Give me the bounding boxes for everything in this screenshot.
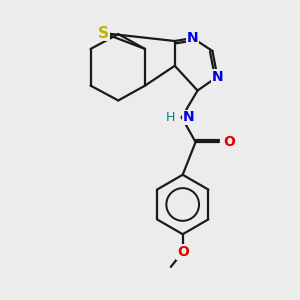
Text: O: O — [177, 245, 189, 259]
Text: N: N — [187, 31, 198, 45]
Text: O: O — [223, 135, 235, 149]
Text: H: H — [165, 111, 175, 124]
Text: N: N — [183, 110, 194, 124]
Text: S: S — [98, 26, 109, 40]
Text: N: N — [212, 70, 223, 84]
